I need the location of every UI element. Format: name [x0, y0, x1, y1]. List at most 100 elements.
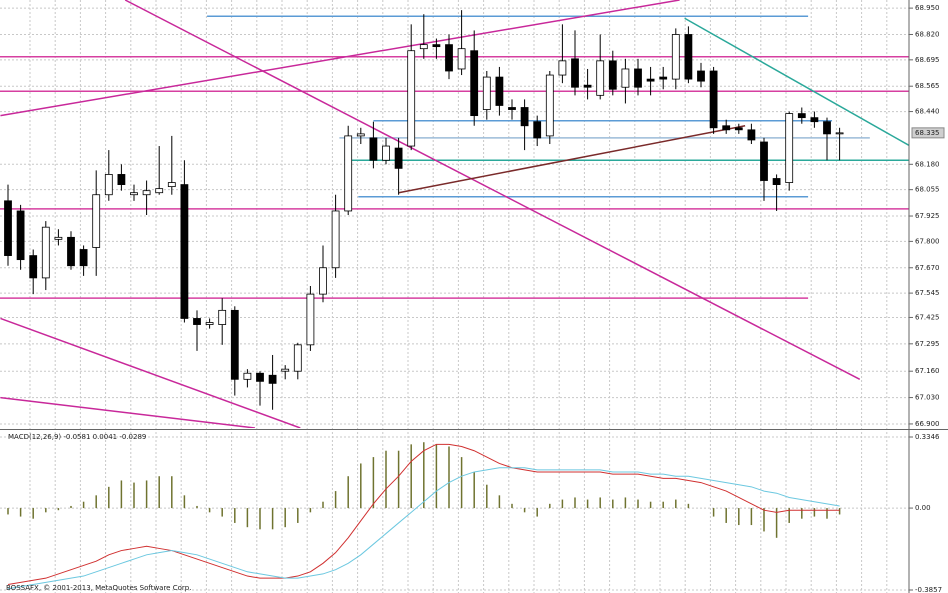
candle-body: [697, 70, 705, 82]
trendline: [684, 17, 909, 147]
candle-body: [281, 368, 290, 372]
candle-body: [193, 318, 201, 325]
candle-body: [4, 200, 12, 256]
candle-body: [41, 226, 50, 279]
candle-body: [772, 178, 781, 185]
y-tick-label: 68.950: [915, 4, 940, 12]
candle-body: [79, 249, 88, 267]
candle-body: [419, 44, 428, 50]
candle-body: [205, 322, 214, 325]
candle-body: [684, 34, 693, 80]
y-tick-label: 67.030: [915, 394, 940, 402]
candle-body: [760, 141, 768, 181]
candle-body: [734, 127, 743, 131]
candle-body: [54, 236, 63, 240]
footer: BOSSAFX, © 2001-2013, MetaQuotes Softwar…: [6, 584, 191, 592]
last-price-box: [911, 127, 945, 139]
candle-body: [407, 50, 416, 147]
candle-body: [621, 68, 630, 88]
candle-body: [634, 68, 642, 88]
candle-body: [583, 84, 592, 88]
y-tick-label: -0.3857: [915, 586, 942, 593]
macd-line: [7, 443, 840, 586]
candle-body: [457, 48, 466, 70]
y-tick-label: 0.3346: [915, 433, 940, 441]
candle-body: [155, 188, 164, 194]
candle-body: [659, 76, 668, 80]
candle-body: [104, 174, 113, 196]
candle-body: [520, 107, 529, 127]
candle-body: [130, 192, 138, 196]
candle-body: [29, 255, 38, 279]
candle-body: [369, 137, 378, 161]
macd-panel: [7, 442, 841, 590]
candle-body: [785, 113, 794, 183]
candle-body: [230, 309, 239, 380]
y-tick-label: 67.670: [915, 264, 940, 272]
y-tick-label: 68.440: [915, 108, 940, 116]
candle-body: [596, 60, 605, 96]
y-tick-label: 66.900: [915, 420, 940, 428]
candle-body: [180, 184, 189, 319]
candle-body: [571, 58, 579, 88]
candle-body: [319, 267, 327, 295]
y-tick-label: 67.425: [915, 313, 940, 321]
candle-body: [608, 60, 617, 90]
candle-body: [495, 76, 504, 106]
y-tick-label: 67.295: [915, 340, 940, 348]
candle-body: [142, 190, 151, 196]
trendline: [0, 396, 256, 428]
candle-body: [709, 70, 718, 129]
candle-body: [747, 129, 756, 141]
candle-body: [482, 76, 491, 110]
y-tick-label: 68.695: [915, 56, 940, 64]
y-tick-label: 0.00: [915, 504, 931, 512]
candle-body: [823, 121, 831, 135]
macd-line: [7, 467, 840, 590]
trendline: [0, 317, 301, 428]
candle-body: [835, 132, 844, 135]
macd-title: MACD(12,26,9) -0.0581 0.0041 -0.0289: [8, 433, 146, 441]
candle-body: [445, 44, 453, 72]
candle-body: [508, 107, 516, 110]
candle-body: [256, 372, 264, 382]
candle-body: [545, 74, 554, 137]
price-axis: 68.950 68.820 68.695 68.565 68.440 68.180 68.0…: [909, 4, 945, 593]
candle-body: [167, 182, 176, 188]
candle-body: [293, 344, 302, 372]
candle-body: [558, 60, 567, 76]
candle-body: [810, 117, 819, 123]
candle-body: [67, 236, 75, 267]
y-tick-label: 67.925: [915, 212, 940, 220]
candle-body: [218, 309, 227, 325]
y-tick-label: 67.545: [915, 289, 940, 297]
candle-body: [646, 78, 655, 82]
y-tick-label: 68.055: [915, 186, 940, 194]
y-tick-label: 68.180: [915, 160, 940, 168]
candle-body: [268, 374, 277, 384]
candle-body: [306, 293, 315, 346]
y-tick-label: 68.565: [915, 82, 940, 90]
candle-body: [432, 44, 441, 48]
candle-body: [92, 194, 101, 248]
candle-body: [16, 210, 25, 261]
candle-body: [797, 113, 806, 119]
candle-body: [243, 372, 252, 380]
candle-body: [382, 145, 390, 161]
trendline: [124, 0, 861, 380]
candle-body: [356, 133, 365, 137]
candle-body: [117, 174, 126, 185]
last-price-label: 68.335: [915, 129, 940, 137]
candle-body: [394, 147, 403, 169]
candle-body: [671, 34, 680, 80]
candle-body: [344, 135, 353, 212]
y-tick-label: 68.820: [915, 30, 940, 38]
y-tick-label: 67.160: [915, 367, 940, 375]
candle-body: [470, 50, 479, 117]
candle-body: [533, 121, 542, 139]
candle-body: [331, 210, 340, 269]
price-panel: [0, 0, 909, 428]
trendline: [0, 0, 680, 117]
candle-body: [722, 125, 731, 131]
